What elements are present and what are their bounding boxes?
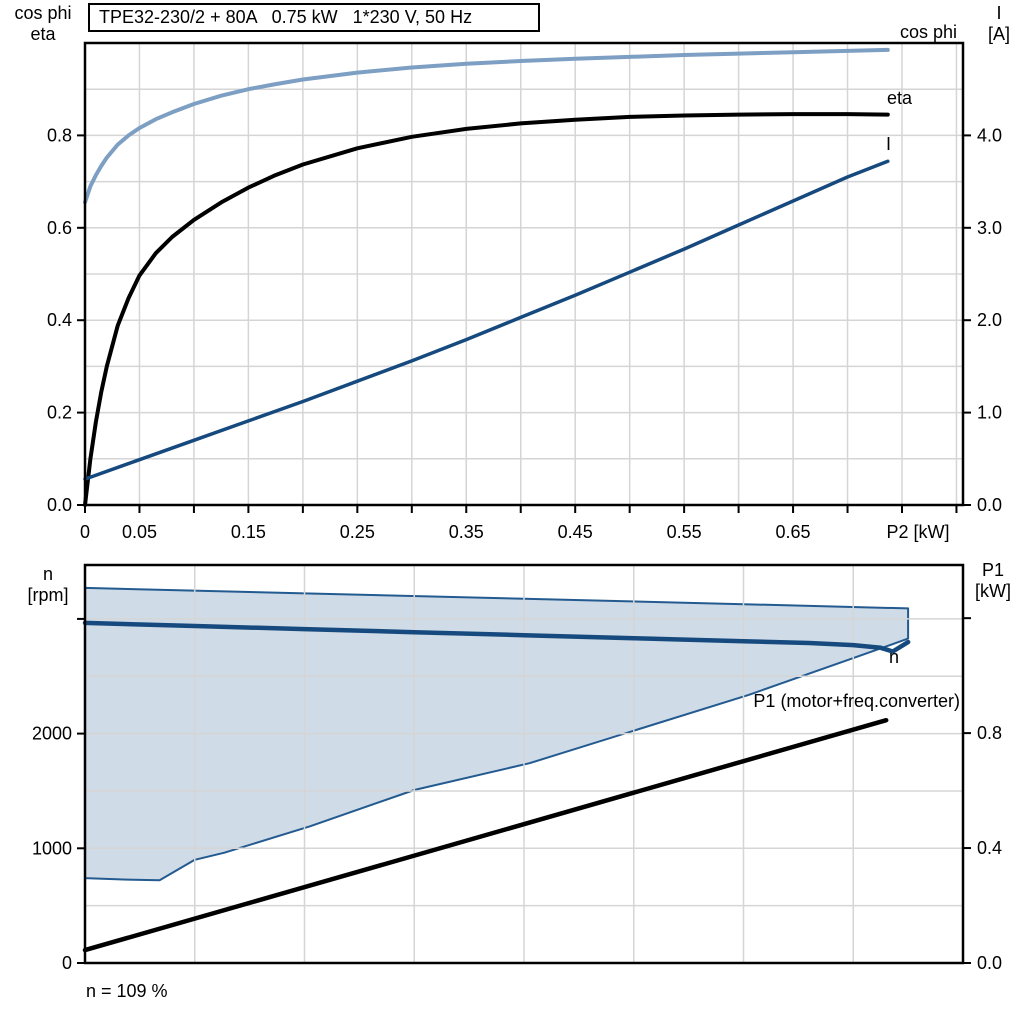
y-right-tick-label: 2.0 bbox=[977, 310, 1002, 330]
annotation-eta: eta bbox=[887, 88, 913, 108]
annotation-n: n bbox=[889, 647, 899, 667]
bottom-right-axis-label: P1 [kW] bbox=[966, 560, 1020, 602]
y-right-tick-label: 0.0 bbox=[977, 953, 1002, 973]
x-tick-label: 0.65 bbox=[776, 522, 811, 542]
top-left-axis-label: cos phi eta bbox=[6, 3, 80, 45]
x-tick-label: 0.35 bbox=[449, 522, 484, 542]
y-right-tick-label: 1.0 bbox=[977, 403, 1002, 423]
curve-p1-motor-freq-converter bbox=[82, 717, 889, 953]
y-left-tick-label: 0.0 bbox=[47, 495, 72, 515]
y-right-tick-label: 0.8 bbox=[977, 723, 1002, 743]
y-left-tick-label: 0.4 bbox=[47, 310, 72, 330]
curve-eta bbox=[83, 112, 890, 507]
annotation-p2-kw: P2 [kW] bbox=[886, 522, 949, 542]
chart-title: TPE32-230/2 + 80A 0.75 kW 1*230 V, 50 Hz bbox=[88, 3, 540, 32]
p1-axis-label: P1 bbox=[981, 560, 1005, 580]
y-right-tick-label: 0.4 bbox=[977, 838, 1002, 858]
plot-border bbox=[83, 563, 965, 965]
rpm-unit-label: [rpm] bbox=[27, 585, 69, 605]
curve-i bbox=[83, 159, 890, 481]
y-left-tick-label: 0 bbox=[62, 953, 72, 973]
chart-top: 0 0.05 0.15 0.25 0.35 0.45 0.55 0.65 0.0 0.2 0.4 0.… bbox=[47, 22, 1002, 542]
x-tick-label: 0.45 bbox=[558, 522, 593, 542]
annotation-cos-phi: cos phi bbox=[900, 22, 957, 42]
speed-axis-label: n bbox=[42, 564, 53, 584]
bottom-left-axis-label: n [rpm] bbox=[11, 564, 85, 606]
annotation-i: I bbox=[886, 134, 891, 154]
y-left-tick-label: 1000 bbox=[32, 838, 72, 858]
y-right-tick-label: 3.0 bbox=[977, 218, 1002, 238]
curve-cos-phi bbox=[83, 47, 890, 205]
chart-bottom: 0 1000 2000 0.0 0.4 0.8 n P1 (motor+freq.conver… bbox=[32, 563, 1002, 973]
top-right-axis-label: I [A] bbox=[976, 3, 1022, 45]
x-tick-label: 0.05 bbox=[122, 522, 157, 542]
right-axis-label-current: I bbox=[996, 3, 1002, 23]
left-axis-label-eta: eta bbox=[30, 24, 56, 44]
left-axis-label-cos-phi: cos phi bbox=[14, 3, 72, 23]
right-axis-label-ampere-unit: [A] bbox=[987, 24, 1010, 44]
plot-border bbox=[83, 41, 965, 507]
y-left-tick-label: 2000 bbox=[32, 724, 72, 744]
x-tick-label: 0.55 bbox=[667, 522, 702, 542]
x-tick-label: 0.25 bbox=[340, 522, 375, 542]
kw-unit-label: [kW] bbox=[975, 581, 1011, 601]
y-left-tick-label: 0.2 bbox=[47, 403, 72, 423]
y-left-tick-label: 0.8 bbox=[47, 125, 72, 145]
x-tick-label: 0 bbox=[80, 522, 90, 542]
y-right-tick-label: 4.0 bbox=[977, 125, 1002, 145]
curve-n bbox=[82, 620, 911, 654]
y-left-tick-label: 0.6 bbox=[47, 218, 72, 238]
speed-percentage-footnote: n = 109 % bbox=[86, 981, 168, 1001]
annotation-p1-motor-freq-converter: P1 (motor+freq.converter) bbox=[753, 691, 960, 711]
x-tick-label: 0.15 bbox=[231, 522, 266, 542]
y-right-tick-label: 0.0 bbox=[977, 495, 1002, 515]
